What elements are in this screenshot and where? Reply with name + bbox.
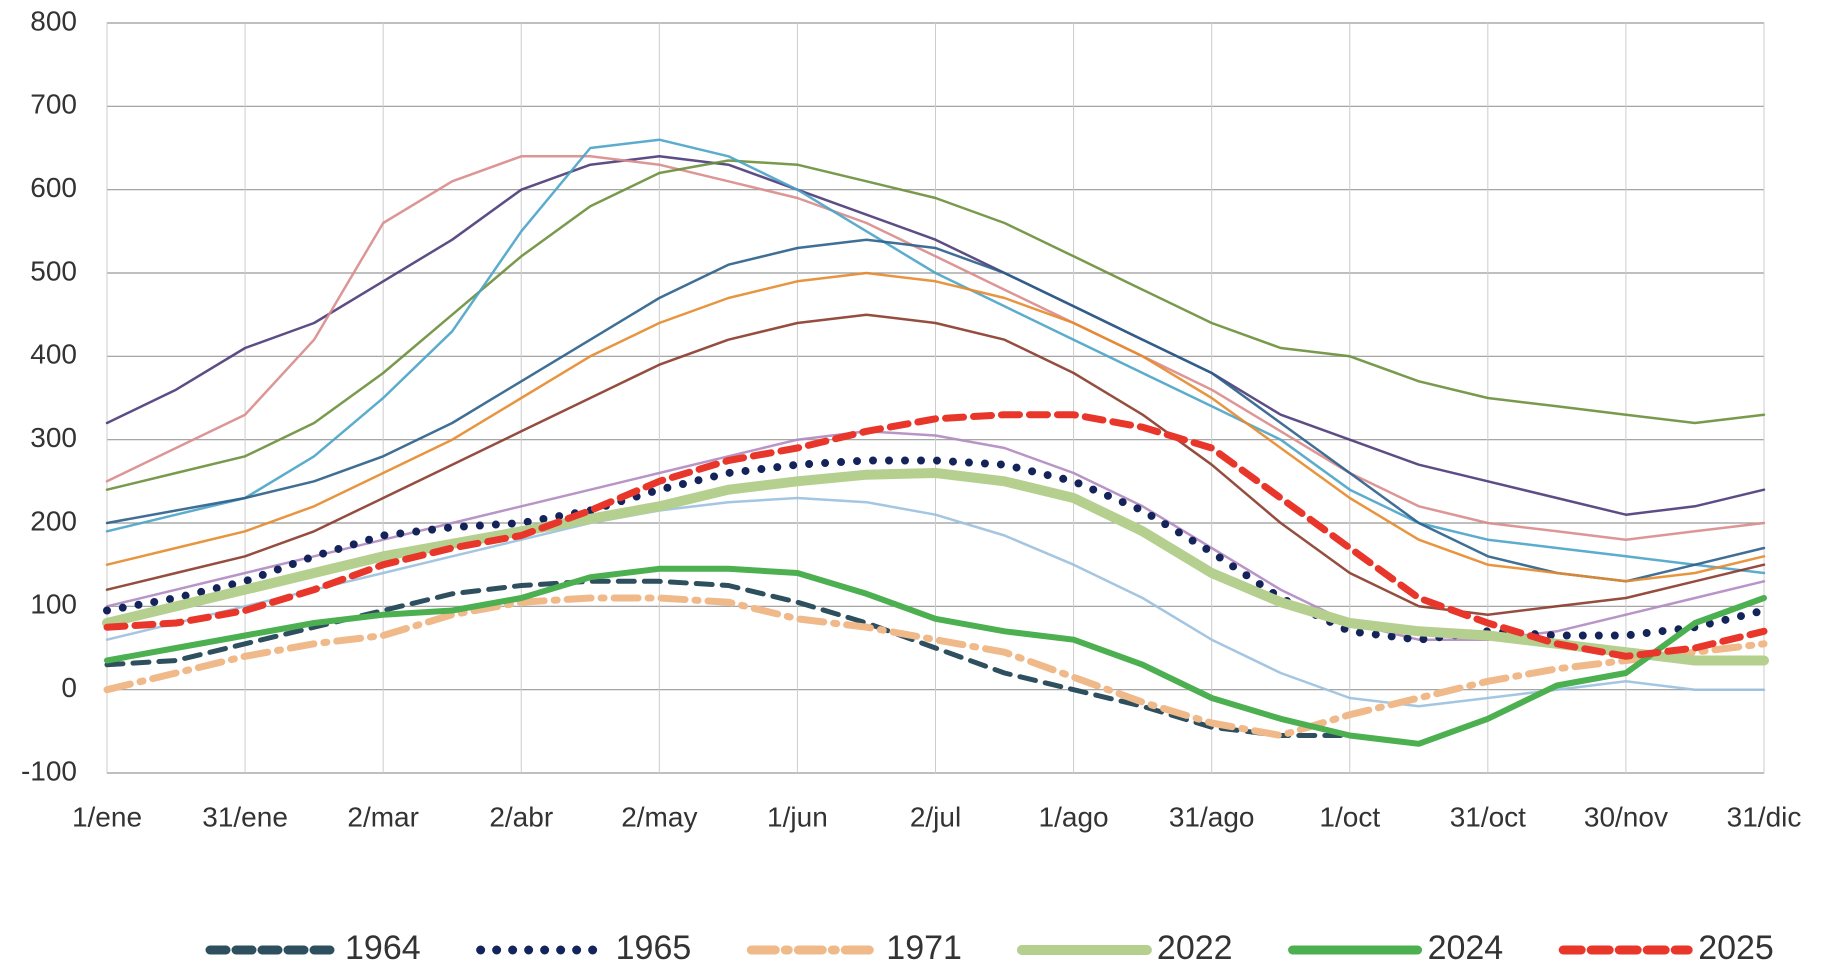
legend-label: 2022 [1157, 929, 1233, 967]
x-tick-label: 1/jun [767, 801, 828, 832]
series-line [103, 411, 1768, 660]
background-line [105, 155, 1766, 516]
background-line [105, 159, 1766, 491]
y-tick-label: 700 [30, 89, 77, 120]
background-line [105, 155, 1766, 541]
x-tick-label: 1/ago [1039, 801, 1109, 832]
x-tick-label: 2/may [621, 801, 697, 832]
x-tick-label: 2/jul [910, 801, 961, 832]
y-tick-label: 400 [30, 339, 77, 370]
series-line [103, 594, 1768, 739]
legend-label: 1965 [616, 929, 692, 967]
background-line [105, 496, 1766, 708]
x-tick-label: 31/dic [1727, 801, 1802, 832]
x-tick-label: 30/nov [1584, 801, 1668, 832]
x-tick-label: 1/oct [1319, 801, 1380, 832]
legend-label: 1971 [886, 929, 962, 967]
y-tick-label: 300 [30, 422, 77, 453]
y-tick-label: 600 [30, 172, 77, 203]
y-tick-label: 0 [61, 672, 77, 703]
y-tick-label: 100 [30, 589, 77, 620]
y-tick-label: 800 [30, 5, 77, 36]
background-line [105, 238, 1766, 583]
series-line [104, 565, 1767, 747]
x-tick-label: 2/abr [489, 801, 553, 832]
background-line [105, 271, 1766, 583]
x-tick-label: 2/mar [347, 801, 419, 832]
y-tick-label: -100 [21, 755, 77, 786]
background-line [105, 313, 1766, 616]
x-tick-label: 1/ene [72, 801, 142, 832]
x-tick-label: 31/oct [1450, 801, 1526, 832]
legend-label: 1964 [345, 929, 421, 967]
y-tick-label: 200 [30, 505, 77, 536]
y-tick-label: 500 [30, 255, 77, 286]
series-line [104, 578, 1353, 738]
legend-label: 2025 [1698, 929, 1774, 967]
x-tick-label: 31/ene [202, 801, 288, 832]
background-line [105, 138, 1766, 575]
x-tick-label: 31/ago [1169, 801, 1255, 832]
series-line [102, 468, 1769, 666]
legend-label: 2024 [1428, 929, 1504, 967]
